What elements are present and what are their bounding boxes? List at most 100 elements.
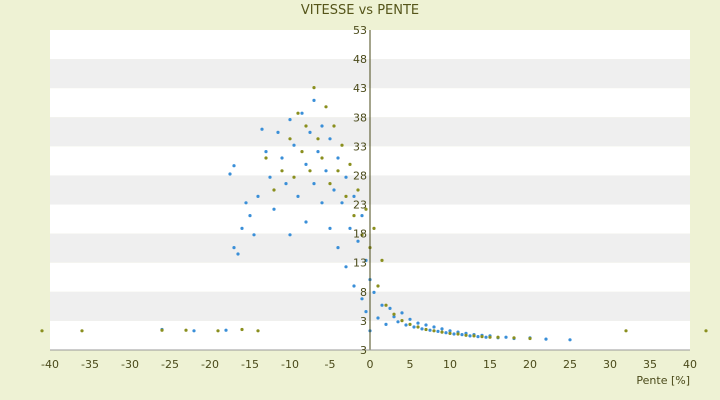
data-point-series-2 (440, 330, 444, 334)
data-point-series-2 (372, 226, 376, 230)
data-point-series-2 (80, 329, 84, 333)
data-point-series-1 (192, 329, 196, 333)
data-point-series-1 (344, 175, 348, 179)
data-point-series-1 (288, 233, 292, 237)
y-tick-label: 23 (353, 199, 367, 212)
data-point-series-2 (424, 327, 428, 332)
data-point-series-2 (304, 124, 308, 128)
data-point-series-1 (372, 290, 376, 294)
data-point-series-2 (256, 329, 260, 333)
data-point-series-1 (256, 194, 260, 198)
data-point-series-1 (412, 325, 416, 329)
data-point-series-1 (340, 201, 344, 205)
x-tick-labels: -40 -35 -30 -25 -20 -15 -10 -5 0 5 10 15 20 25 30 35 40 (41, 358, 697, 371)
x-tick-label: 30 (603, 358, 617, 371)
data-point-series-1 (224, 328, 228, 332)
data-point-series-1 (248, 214, 252, 218)
x-tick-label: 20 (523, 358, 537, 371)
y-tick-label: 3 (360, 344, 367, 357)
data-point-series-1 (388, 306, 392, 310)
data-point-series-1 (396, 320, 400, 324)
data-point-series-2 (488, 335, 492, 339)
y-tick-label: 43 (353, 82, 367, 95)
data-point-series-2 (356, 188, 360, 192)
data-point-series-2 (240, 327, 244, 332)
data-point-series-2 (312, 86, 316, 90)
data-point-series-1 (324, 169, 328, 173)
x-tick-label: 25 (563, 358, 577, 371)
y-tick-label: 33 (353, 140, 367, 153)
data-point-series-1 (452, 332, 456, 336)
data-point-series-1 (328, 137, 332, 141)
data-point-series-1 (320, 124, 324, 128)
data-point-series-1 (332, 188, 336, 192)
data-point-series-1 (392, 315, 396, 319)
data-point-series-1 (292, 143, 296, 147)
y-tick-label: 48 (353, 53, 367, 66)
data-point-series-2 (384, 303, 388, 307)
data-point-series-1 (360, 297, 364, 301)
data-point-series-1 (288, 118, 292, 122)
data-point-series-2 (360, 233, 364, 237)
data-point-series-2 (380, 258, 384, 262)
data-point-series-1 (280, 156, 284, 160)
data-point-series-2 (296, 111, 300, 115)
x-axis-label: Pente [%] (636, 374, 690, 387)
data-point-series-1 (416, 321, 420, 325)
x-tick-label: 15 (483, 358, 497, 371)
data-point-series-2 (344, 194, 348, 198)
data-point-series-2 (288, 137, 292, 141)
data-point-series-1 (348, 226, 352, 230)
data-point-series-1 (312, 98, 316, 102)
data-point-series-1 (436, 329, 440, 333)
data-point-series-1 (404, 323, 408, 327)
data-point-series-1 (364, 258, 368, 262)
data-point-series-1 (420, 327, 424, 331)
x-tick-label: -15 (241, 358, 259, 371)
data-point-series-2 (324, 105, 328, 109)
x-tick-label: -10 (281, 358, 299, 371)
y-tick-label: 28 (353, 169, 367, 182)
data-point-series-2 (308, 169, 312, 173)
data-point-series-1 (544, 337, 548, 341)
data-point-series-1 (384, 322, 388, 326)
x-tick-label: 5 (407, 358, 414, 371)
data-point-series-2 (408, 322, 412, 326)
data-point-series-2 (264, 156, 268, 160)
x-tick-label: -40 (41, 358, 59, 371)
data-point-series-1 (304, 220, 308, 224)
data-point-series-2 (340, 143, 344, 147)
data-point-series-1 (264, 150, 268, 154)
data-point-series-1 (484, 335, 488, 339)
data-point-series-2 (272, 188, 276, 192)
data-point-series-2 (320, 156, 324, 160)
data-point-series-1 (364, 310, 368, 314)
data-point-series-2 (392, 312, 396, 316)
data-point-series-1 (236, 252, 240, 256)
x-tick-label: -5 (325, 358, 336, 371)
data-point-series-2 (704, 329, 708, 333)
data-point-series-2 (300, 150, 304, 154)
x-tick-label: 35 (643, 358, 657, 371)
data-point-series-1 (252, 233, 256, 237)
data-point-series-2 (480, 335, 484, 339)
data-point-series-2 (40, 329, 44, 333)
y-tick-label: 8 (360, 286, 367, 299)
data-point-series-2 (316, 137, 320, 141)
data-point-series-1 (376, 316, 380, 320)
chart-title: VITESSE vs PENTE (301, 3, 419, 18)
data-point-series-2 (512, 336, 516, 340)
data-point-series-1 (284, 182, 288, 186)
data-point-series-2 (292, 175, 296, 179)
data-point-series-2 (472, 334, 476, 338)
data-point-series-1 (504, 335, 508, 339)
data-point-series-1 (316, 150, 320, 154)
data-point-series-1 (468, 334, 472, 338)
data-point-series-1 (432, 325, 436, 329)
data-point-series-2 (376, 284, 380, 288)
axes (50, 30, 690, 351)
data-point-series-2 (328, 182, 332, 186)
data-point-series-1 (296, 194, 300, 198)
data-point-series-1 (312, 182, 316, 186)
